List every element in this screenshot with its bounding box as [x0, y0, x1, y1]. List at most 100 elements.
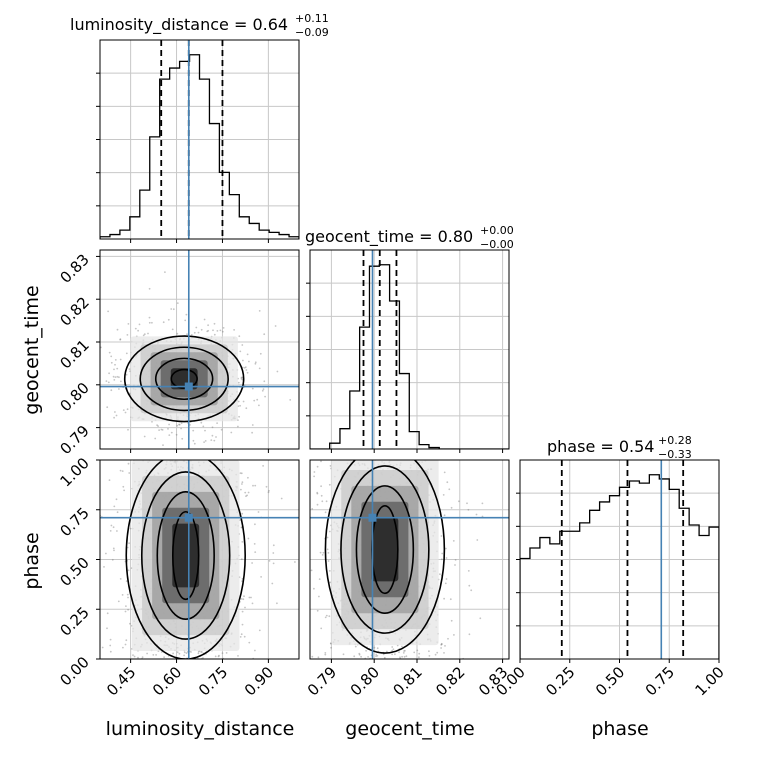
- tick-label-y-geocent-time: 0.80: [56, 379, 92, 415]
- sample-point: [206, 330, 209, 333]
- panel-phase-vs-phase: 0.00 0.25 0.50 0.75 1.00: [492, 459, 728, 699]
- xlabel-luminosity-distance: luminosity_distance: [106, 718, 295, 740]
- sample-point: [109, 530, 112, 532]
- histogram-geocent-time: [310, 264, 509, 449]
- sample-point: [238, 415, 241, 418]
- marginal-title-geocent-time: geocent_time = 0.80 +0.00 −0.00: [305, 224, 514, 251]
- tick-label-x-luminosity-distance: 0.90: [241, 663, 277, 699]
- sample-point: [125, 373, 128, 376]
- sample-point: [181, 437, 184, 440]
- sample-point: [172, 308, 175, 311]
- contour-level: [139, 346, 229, 412]
- sample-point: [403, 655, 406, 658]
- sample-point: [401, 645, 403, 648]
- panel-frame: [309, 459, 510, 660]
- sample-point: [280, 497, 283, 500]
- tick-label-x-phase: 0.50: [592, 663, 628, 699]
- sample-point: [261, 389, 264, 392]
- sample-point: [240, 376, 243, 379]
- sample-point: [108, 351, 111, 354]
- sample-point: [428, 655, 431, 657]
- sample-point: [111, 558, 114, 561]
- sample-point: [342, 653, 345, 656]
- panel-frame: [309, 249, 510, 450]
- sample-point: [402, 652, 405, 654]
- sample-point: [434, 653, 437, 656]
- sample-point: [443, 597, 445, 600]
- sample-point: [251, 387, 254, 390]
- sample-point: [116, 511, 119, 514]
- sample-point: [302, 506, 304, 508]
- sample-point: [118, 388, 120, 390]
- sample-point: [475, 513, 478, 516]
- sample-point: [253, 399, 256, 402]
- sample-point: [445, 557, 448, 559]
- sample-point: [138, 323, 141, 326]
- sample-point: [157, 425, 160, 427]
- tick-label-y-geocent-time: 0.79: [56, 422, 92, 458]
- sample-point: [112, 375, 115, 378]
- histogram-phase: [520, 474, 719, 659]
- sample-point: [129, 527, 132, 530]
- sample-point: [219, 329, 222, 332]
- sample-point: [105, 552, 107, 555]
- panel-content: [100, 40, 299, 239]
- sample-point: [152, 654, 155, 656]
- sample-point: [241, 623, 244, 626]
- sample-point: [142, 334, 145, 337]
- sample-point: [254, 484, 257, 487]
- sample-point: [295, 569, 297, 571]
- panel-content: [520, 460, 719, 659]
- title-phase-plus: +0.28: [658, 434, 692, 447]
- sample-point: [117, 600, 120, 603]
- sample-point: [329, 581, 332, 584]
- sample-point: [365, 649, 367, 652]
- density-level: [371, 517, 399, 582]
- sample-point: [126, 546, 129, 549]
- sample-point: [213, 333, 216, 336]
- sample-point: [125, 639, 128, 642]
- sample-point: [88, 405, 90, 407]
- sample-point: [447, 637, 449, 640]
- sample-point: [96, 525, 98, 527]
- sample-point: [137, 329, 140, 332]
- sample-point: [445, 547, 447, 550]
- sample-point: [413, 651, 416, 654]
- tick-label-x-luminosity-distance: 0.60: [149, 663, 185, 699]
- sample-point: [320, 460, 322, 463]
- sample-point: [375, 653, 378, 656]
- sample-point: [276, 602, 278, 605]
- sample-point: [311, 508, 314, 510]
- sample-point: [242, 598, 245, 601]
- sample-point: [367, 656, 369, 658]
- marginal-title-phase: phase = 0.54 +0.28 −0.33: [547, 434, 692, 461]
- sample-point: [328, 570, 331, 572]
- sample-point: [418, 652, 421, 655]
- sample-point: [119, 358, 122, 361]
- sample-point: [175, 433, 178, 436]
- sample-point: [329, 465, 332, 467]
- sample-point: [119, 338, 122, 341]
- sample-point: [260, 576, 262, 578]
- sample-point: [294, 561, 296, 563]
- sample-point: [253, 543, 256, 545]
- sample-point: [156, 424, 159, 426]
- sample-point: [146, 652, 149, 655]
- sample-point: [246, 494, 249, 497]
- sample-point: [320, 627, 323, 630]
- sample-point: [184, 319, 187, 322]
- sample-point: [254, 361, 257, 364]
- sample-point: [243, 635, 246, 638]
- sample-point: [313, 475, 315, 478]
- sample-point: [218, 654, 220, 657]
- tick-label-y-phase: 0.75: [56, 504, 92, 540]
- sample-point: [114, 363, 116, 366]
- sample-point: [328, 483, 331, 486]
- sample-point: [122, 409, 125, 411]
- sample-point: [452, 540, 455, 542]
- sample-point: [108, 479, 111, 481]
- sample-point: [240, 598, 243, 600]
- sample-point: [441, 552, 444, 555]
- sample-point: [248, 360, 250, 363]
- sample-point: [114, 376, 117, 378]
